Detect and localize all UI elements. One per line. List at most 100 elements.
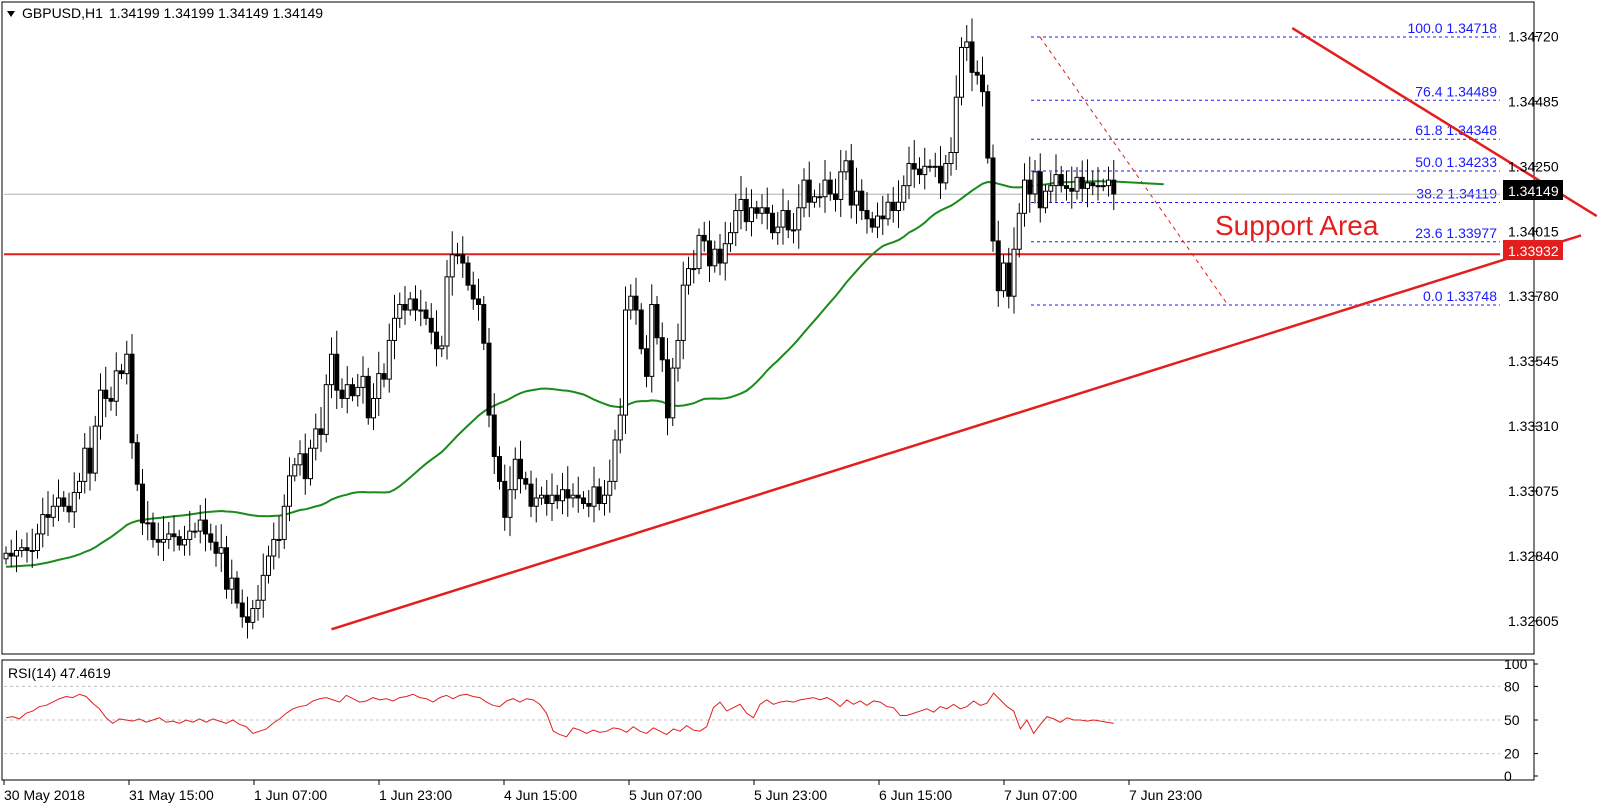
- candle-body: [271, 538, 277, 557]
- candle-body: [728, 232, 733, 245]
- candle-body: [292, 464, 298, 477]
- candle-body: [35, 533, 40, 551]
- candle-body: [869, 218, 875, 228]
- candle-body: [470, 284, 476, 300]
- candle-body: [575, 494, 581, 499]
- candle-body: [208, 533, 214, 543]
- candle-body: [917, 168, 922, 176]
- candle-body: [948, 151, 954, 165]
- candle-body: [754, 207, 760, 214]
- rsi-header: RSI(14) 47.4619: [8, 665, 111, 681]
- candle-body: [654, 304, 660, 339]
- candle-body: [334, 353, 340, 391]
- candle-body: [743, 198, 749, 223]
- candle-body: [796, 207, 802, 231]
- candle-body: [1106, 179, 1111, 187]
- candle-body: [518, 458, 523, 480]
- candle-body: [649, 304, 655, 377]
- time-tick-label: 7 Jun 07:00: [1004, 787, 1077, 803]
- candle-body: [712, 248, 718, 267]
- candle-body: [507, 489, 513, 518]
- candle-body: [680, 284, 686, 341]
- candle-body: [1058, 174, 1064, 187]
- candle-body: [402, 304, 408, 311]
- candle-body: [381, 373, 387, 380]
- candle-body: [854, 190, 859, 206]
- candle-body: [1100, 185, 1106, 188]
- candle-body: [161, 538, 166, 543]
- candle-body: [1006, 262, 1012, 297]
- candle-body: [533, 497, 539, 507]
- candle-body: [638, 309, 644, 350]
- candle-body: [323, 384, 329, 435]
- candle-body: [434, 331, 439, 350]
- candle-body: [197, 519, 203, 532]
- rsi-tick-label: 50: [1504, 712, 1520, 728]
- fib-level-label: 23.6 1.33977: [1415, 225, 1497, 241]
- candle-body: [318, 428, 324, 435]
- candle-body: [675, 339, 681, 369]
- support-area-label: Support Area: [1215, 210, 1379, 241]
- candle-body: [187, 530, 193, 540]
- fib-level-label: 38.2 1.34119: [1416, 186, 1497, 202]
- candle-body: [302, 453, 308, 480]
- candle-body: [801, 179, 807, 209]
- candle-body: [775, 226, 781, 234]
- candle-body: [827, 179, 833, 195]
- candle-body: [586, 503, 592, 507]
- candle-body: [124, 353, 130, 375]
- time-tick-label: 5 Jun 07:00: [629, 787, 702, 803]
- candle-body: [759, 207, 765, 214]
- candle-body: [98, 389, 103, 427]
- candle-body: [171, 533, 177, 538]
- candle-body: [108, 397, 114, 402]
- candle-body: [617, 414, 623, 441]
- candle-body: [213, 541, 219, 554]
- time-tick-label: 5 Jun 23:00: [754, 787, 827, 803]
- candle-body: [1048, 185, 1054, 192]
- symbol-label: GBPUSD,H1: [22, 5, 103, 21]
- price-axis: 1.34720 1.34485 1.34250 1.34015 1.33780 1.335…: [1508, 28, 1559, 629]
- candle-body: [150, 522, 156, 540]
- candle-body: [444, 276, 450, 347]
- candle-body: [943, 163, 949, 184]
- candle-body: [812, 196, 817, 203]
- candle-body: [612, 439, 618, 482]
- symbol-dropdown-icon[interactable]: [7, 11, 15, 17]
- candle-body: [544, 494, 550, 505]
- candle-body: [539, 494, 544, 499]
- candle-body: [465, 262, 471, 286]
- candle-body: [906, 163, 912, 187]
- candle-body: [806, 179, 812, 203]
- candle-body: [192, 530, 198, 533]
- time-tick-label: 1 Jun 23:00: [379, 787, 452, 803]
- candle-body: [570, 494, 576, 499]
- candle-body: [591, 486, 597, 507]
- candle-body: [376, 373, 382, 399]
- candle-body: [838, 171, 844, 200]
- candle-body: [460, 254, 466, 264]
- candle-body: [1016, 212, 1022, 250]
- trendline: [331, 234, 1582, 631]
- candle-body: [476, 298, 481, 306]
- candle-body: [502, 480, 508, 518]
- candle-body: [40, 514, 46, 535]
- candle-body: [234, 577, 240, 604]
- candle-body: [990, 157, 996, 242]
- candles: [3, 18, 1117, 639]
- price-tick-label: 1.34720: [1508, 28, 1559, 44]
- support-price-tag: [1503, 240, 1563, 260]
- candle-body: [350, 384, 355, 397]
- candle-body: [843, 160, 849, 173]
- candle-body: [859, 190, 865, 212]
- candle-body: [423, 309, 429, 319]
- candle-body: [129, 353, 135, 444]
- candle-body: [995, 240, 1001, 292]
- fib-diagonal: [1039, 36, 1229, 306]
- fib-level-label: 0.0 1.33748: [1423, 288, 1497, 304]
- time-tick-label: 30 May 2018: [4, 787, 85, 803]
- candle-body: [628, 295, 634, 311]
- main-chart-frame: [1, 1, 1535, 655]
- candle-body: [722, 243, 728, 264]
